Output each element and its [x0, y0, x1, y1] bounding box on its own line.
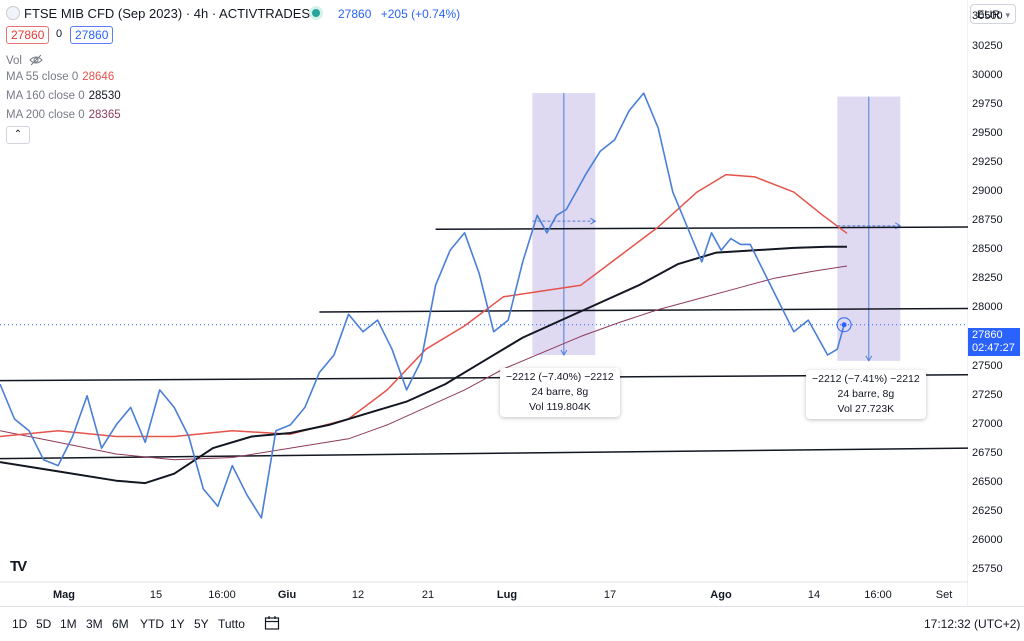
- price-tick-label: 29250: [972, 155, 1003, 168]
- time-tick-label: Lug: [496, 589, 518, 601]
- ma200-line: [0, 265, 848, 461]
- price-tick-label: 27250: [972, 388, 1003, 401]
- eye-hidden-icon[interactable]: [29, 54, 43, 66]
- time-tick-label: 17: [603, 589, 617, 601]
- measure-range-2-arrowhead: [865, 355, 873, 362]
- range-button-1d[interactable]: 1D: [12, 617, 28, 631]
- currency-select[interactable]: EUR ▾: [970, 4, 1016, 24]
- range-button-6m[interactable]: 6M: [112, 617, 129, 631]
- chart-plot-area[interactable]: [0, 0, 968, 606]
- price-change: +205 (+0.74%): [380, 7, 461, 21]
- price-tick-label: 27000: [972, 417, 1003, 430]
- ma55-label: MA 55 close 0: [6, 71, 79, 83]
- measure-hline-1-arrowhead: [590, 217, 597, 225]
- ma200-legend[interactable]: MA 200 close 0 28365: [6, 109, 121, 121]
- price-tick-label: 30250: [972, 39, 1003, 52]
- measure-1-volume: Vol 119.804K: [529, 401, 591, 413]
- trendline-2: [319, 307, 968, 313]
- range-button-5y[interactable]: 5Y: [194, 617, 209, 631]
- tradingview-logo[interactable]: TV: [10, 558, 27, 575]
- time-tick-label: 12: [351, 589, 365, 601]
- measure-2-volume: Vol 27.723K: [837, 403, 895, 415]
- ma160-label: MA 160 close 0: [6, 90, 85, 102]
- chevron-up-icon: ⌃: [13, 129, 23, 140]
- ma160-value: 28530: [88, 90, 121, 102]
- range-button-ytd[interactable]: YTD: [140, 617, 164, 631]
- time-tick-label: 16:00: [864, 589, 892, 601]
- price-tick-label: 30500: [972, 10, 1003, 23]
- ma55-legend[interactable]: MA 55 close 0 28646: [6, 71, 114, 83]
- clock-timezone[interactable]: 17:12:32 (UTC+2): [924, 617, 1021, 631]
- time-tick-label: Set: [935, 589, 953, 601]
- bar-countdown: 02:47:27: [972, 342, 1015, 354]
- bottom-toolbar: 1D 5D 1M 3M 6M YTD 1Y 5Y Tutto 17:12:32 (UTC+2): [0, 606, 1024, 641]
- ma200-label: MA 200 close 0: [6, 109, 85, 121]
- ask-price-box[interactable]: 27860: [70, 26, 114, 44]
- measure-tooltip-2: −2212 (−7.41%) −2212 24 barre, 8g Vol 27…: [806, 370, 926, 419]
- time-tick-label: Mag: [53, 589, 75, 601]
- chevron-down-icon: ▾: [1005, 10, 1010, 20]
- price-line: [0, 92, 845, 519]
- price-tick-label: 29500: [972, 126, 1003, 139]
- chart-header: FTSE MIB CFD (Sep 2023) · 4h · ACTIVTRAD…: [0, 0, 968, 28]
- price-tick-label: 26250: [972, 505, 1003, 518]
- collapse-legend-button[interactable]: ⌃: [6, 126, 30, 144]
- measure-1-bars: 24 barre, 8g: [531, 386, 589, 398]
- measure-2-bars: 24 barre, 8g: [837, 388, 895, 400]
- price-tick-label: 28000: [972, 301, 1003, 314]
- date-range-calendar-icon[interactable]: [264, 615, 280, 631]
- volume-label: Vol: [6, 55, 22, 67]
- price-tick-label: 26000: [972, 534, 1003, 547]
- price-tick-label: 27500: [972, 359, 1003, 372]
- volume-legend[interactable]: Vol: [6, 52, 43, 67]
- market-status-icon: [312, 9, 320, 17]
- ma55-line: [0, 173, 848, 438]
- time-tick-label: Ago: [710, 589, 732, 601]
- current-price-value: 27860: [972, 329, 1003, 341]
- time-tick-label: Giu: [277, 589, 297, 601]
- price-tick-label: 29000: [972, 185, 1003, 198]
- currency-label: EUR: [977, 9, 1001, 21]
- time-tick-label: 16:00: [208, 589, 236, 601]
- time-tick-label: 15: [149, 589, 163, 601]
- range-button-5d[interactable]: 5D: [36, 617, 52, 631]
- bid-price-box[interactable]: 27860: [6, 26, 50, 44]
- range-button-tutto[interactable]: Tutto: [218, 617, 245, 631]
- trendline-1: [435, 226, 968, 231]
- crosshair-marker-dot: [841, 322, 847, 328]
- spread-value: 0: [56, 28, 63, 40]
- symbol-title[interactable]: FTSE MIB CFD (Sep 2023) · 4h · ACTIVTRAD…: [24, 6, 311, 21]
- ma200-value: 28365: [88, 109, 121, 121]
- price-tick-label: 28250: [972, 272, 1003, 285]
- measure-1-change: −2212 (−7.40%) −2212: [506, 371, 614, 383]
- price-tick-label: 29750: [972, 97, 1003, 110]
- current-price-tag: 27860 02:47:27: [968, 328, 1020, 356]
- price-tick-label: 26500: [972, 476, 1003, 489]
- price-tick-label: 28500: [972, 243, 1003, 256]
- measure-2-change: −2212 (−7.41%) −2212: [812, 373, 920, 385]
- trendline-4: [0, 447, 968, 460]
- last-price: 27860: [338, 7, 372, 21]
- ma55-value: 28646: [82, 71, 115, 83]
- price-tick-label: 28750: [972, 214, 1003, 227]
- ma160-line: [0, 245, 847, 485]
- time-tick-label: 14: [807, 589, 821, 601]
- range-button-1y[interactable]: 1Y: [170, 617, 185, 631]
- time-tick-label: 21: [421, 589, 435, 601]
- range-button-1m[interactable]: 1M: [60, 617, 77, 631]
- price-tick-label: 26750: [972, 446, 1003, 459]
- price-tick-label: 25750: [972, 563, 1003, 576]
- range-button-3m[interactable]: 3M: [86, 617, 103, 631]
- measure-tooltip-1: −2212 (−7.40%) −2212 24 barre, 8g Vol 11…: [500, 368, 620, 417]
- symbol-flag-icon: [6, 6, 20, 20]
- crosshair-marker-ring: [836, 317, 852, 333]
- price-tick-label: 30000: [972, 68, 1003, 81]
- last-price-change: 27860 +205 (+0.74%): [338, 7, 460, 21]
- measure-range-1-arrowhead: [560, 349, 568, 356]
- ma160-legend[interactable]: MA 160 close 0 28530: [6, 90, 121, 102]
